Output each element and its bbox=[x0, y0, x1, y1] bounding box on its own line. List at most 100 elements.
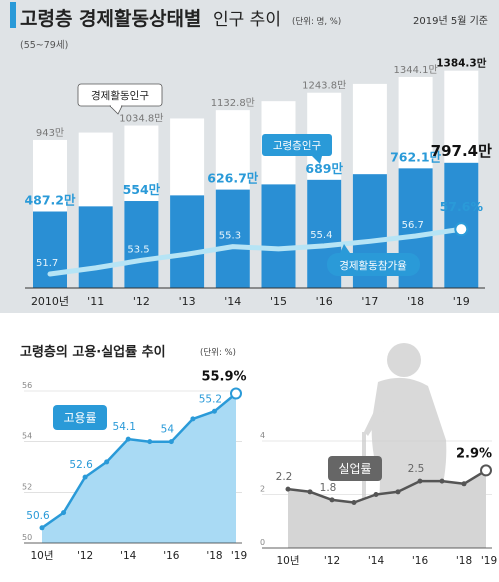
part-bar-group bbox=[33, 162, 479, 288]
unemployment-x-tick-0: 10년 bbox=[276, 555, 299, 567]
rate-label-8: 56.7 bbox=[402, 220, 424, 231]
callout-part-label: 고령층인구 bbox=[273, 140, 322, 152]
unemployment-callout: 실업률 bbox=[328, 456, 382, 481]
employment-point-2 bbox=[82, 474, 88, 480]
employment-point-3 bbox=[104, 459, 110, 465]
callout-part: 고령층인구 bbox=[262, 134, 332, 164]
unemployment-point-0 bbox=[285, 486, 291, 492]
employment-x-axis: 10년 '12 '14 '16 '18 '19 bbox=[24, 542, 247, 562]
top-x-tick-7: '17 bbox=[361, 295, 378, 308]
callout-total: 경제활동인구 bbox=[77, 83, 163, 115]
employment-label-9: 55.9% bbox=[201, 370, 246, 385]
callout-rate-box bbox=[327, 253, 420, 276]
employment-point-7 bbox=[190, 416, 196, 422]
rate-label-4: 55.3 bbox=[219, 231, 241, 242]
unemployment-label-0: 2.2 bbox=[276, 471, 293, 483]
unemployment-y-tick-0: 0 bbox=[260, 538, 265, 547]
employment-callout: 고용률 bbox=[53, 405, 107, 430]
unemployment-point-3 bbox=[351, 500, 357, 506]
top-x-tick-8: '18 bbox=[407, 295, 424, 308]
callout-rate-pointer bbox=[340, 244, 350, 253]
employment-x-tick-4: '18 bbox=[206, 550, 222, 562]
employment-area-fill bbox=[42, 393, 236, 543]
employment-callout-label: 고용률 bbox=[63, 411, 96, 425]
employment-point-0 bbox=[39, 525, 45, 531]
unit-label: (단위: 명, %) bbox=[292, 16, 341, 27]
part-label-8: 762.1만 bbox=[390, 149, 442, 164]
reference-date: 2019년 5월 기준 bbox=[413, 15, 488, 27]
unemployment-area-fill bbox=[288, 470, 486, 548]
employment-x-tick-0: 10년 bbox=[30, 550, 53, 562]
employment-line bbox=[41, 392, 237, 529]
employment-y-tick-2: 54 bbox=[22, 432, 32, 441]
employment-y-tick-1: 52 bbox=[22, 482, 32, 491]
employment-x-tick-1: '12 bbox=[77, 550, 93, 562]
unemployment-point-4 bbox=[373, 492, 379, 497]
employment-x-tick-3: '16 bbox=[163, 550, 180, 562]
unemployment-x-tick-1: '12 bbox=[324, 555, 340, 567]
employment-point-5 bbox=[147, 439, 153, 445]
part-bar-5 bbox=[261, 184, 296, 288]
callout-part-pointer bbox=[312, 156, 322, 164]
employment-label-0: 50.6 bbox=[26, 510, 50, 522]
top-x-tick-4: '14 bbox=[224, 295, 241, 308]
rate-label-0: 51.7 bbox=[36, 258, 58, 269]
bottom-title: 고령층의 고용·실업률 추이 bbox=[20, 344, 166, 360]
employment-point-1 bbox=[61, 510, 67, 516]
unemployment-y-tick-1: 2 bbox=[260, 485, 265, 494]
employment-y-tick-0: 50 bbox=[22, 533, 32, 542]
callout-total-label: 경제활동인구 bbox=[91, 89, 149, 102]
silhouette-arm bbox=[364, 395, 388, 436]
employment-point-6 bbox=[168, 439, 174, 445]
employment-end-marker bbox=[230, 387, 242, 400]
participation-rate-group bbox=[47, 222, 469, 277]
unemployment-point-7 bbox=[439, 478, 445, 484]
unemployment-label-9: 2.9% bbox=[456, 446, 492, 461]
part-bar-0 bbox=[33, 211, 67, 288]
employment-label-group: 50.6 52.6 54.1 54 55.2 55.9% bbox=[26, 370, 246, 522]
rate-label-group: 51.7 53.5 55.3 55.4 56.7 57.6% bbox=[36, 199, 483, 269]
employment-y-tick-3: 56 bbox=[22, 381, 32, 390]
part-label-9: 797.4만 bbox=[431, 142, 492, 160]
total-label-8: 1344.1만 bbox=[393, 64, 437, 76]
silhouette-head bbox=[387, 343, 421, 377]
total-label-0: 943만 bbox=[36, 127, 64, 139]
unemployment-point-6 bbox=[417, 478, 423, 484]
top-x-axis: 2010년 '11 '12 '13 '14 '15 '16 '17 '18 '19 bbox=[31, 295, 470, 308]
callout-rate: 경제활동참가율 bbox=[327, 244, 420, 276]
unemployment-y-tick-2: 4 bbox=[260, 431, 265, 440]
part-label-4: 626.7만 bbox=[207, 171, 259, 186]
silhouette-cane bbox=[362, 432, 366, 548]
top-x-tick-6: '16 bbox=[316, 295, 333, 308]
unemployment-label-6: 2.5 bbox=[408, 463, 425, 475]
total-label-4: 1132.8만 bbox=[211, 97, 255, 109]
callout-part-box bbox=[262, 134, 332, 156]
bottom-unit: (단위: %) bbox=[200, 347, 236, 358]
employment-x-tick-2: '14 bbox=[120, 550, 137, 562]
unemployment-callout-box bbox=[328, 456, 382, 481]
top-x-tick-1: '11 bbox=[87, 295, 104, 308]
unemployment-x-axis: 10년 '12 '14 '16 '18 '19 bbox=[262, 547, 497, 567]
part-bar-2 bbox=[124, 201, 159, 288]
unemployment-x-tick-2: '14 bbox=[368, 555, 385, 567]
unemployment-label-group: 2.2 1.8 2.5 2.9% bbox=[276, 446, 492, 493]
rate-label-2: 53.5 bbox=[127, 244, 149, 255]
age-range-label: (55~79세) bbox=[20, 40, 68, 51]
callout-total-pointer-mask bbox=[111, 104, 121, 107]
employment-label-6: 54 bbox=[161, 424, 175, 436]
total-label-9: 1384.3만 bbox=[436, 57, 487, 70]
unemployment-point-2 bbox=[329, 497, 335, 503]
employment-area-group bbox=[39, 387, 242, 543]
unemployment-x-tick-4: '18 bbox=[456, 555, 472, 567]
employment-label-2: 52.6 bbox=[69, 459, 93, 471]
unemployment-end-marker bbox=[480, 464, 492, 477]
callout-rate-label: 경제활동참가율 bbox=[339, 259, 407, 272]
participation-rate-line bbox=[47, 226, 464, 277]
employment-label-8: 55.2 bbox=[199, 393, 222, 405]
page-title-secondary: 인구 추이 bbox=[213, 10, 281, 30]
unemployment-x-tick-3: '16 bbox=[412, 555, 429, 567]
